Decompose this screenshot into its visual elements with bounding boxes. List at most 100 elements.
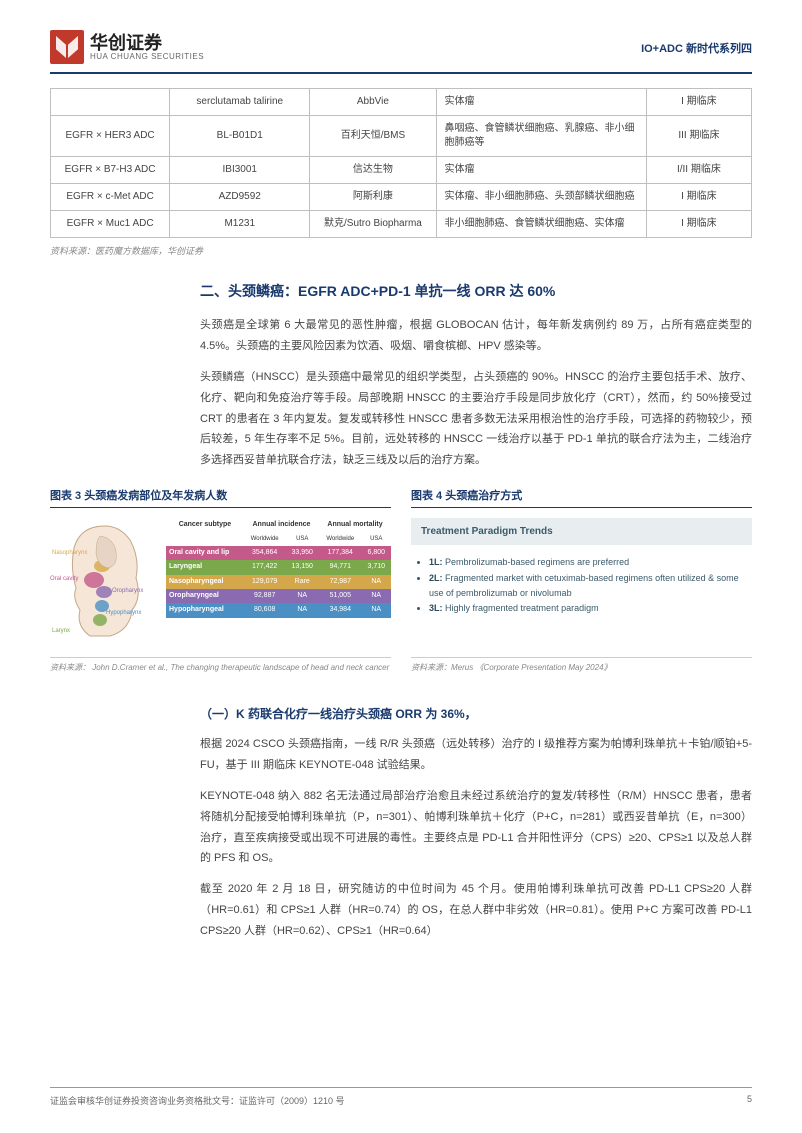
incidence-value: NA bbox=[362, 589, 392, 603]
subsection-1-title: （一）K 药联合化疗一线治疗头颈癌 ORR 为 36%， bbox=[200, 705, 752, 722]
logo-text-cn: 华创证券 bbox=[90, 34, 204, 52]
table-cell: 百利天恒/BMS bbox=[310, 116, 436, 157]
incidence-subheader: USA bbox=[285, 533, 319, 546]
incidence-label: Nasopharyngeal bbox=[166, 575, 244, 589]
incidence-table: Cancer subtypeAnnual incidenceAnnual mor… bbox=[166, 518, 391, 618]
table-cell: I 期临床 bbox=[646, 89, 751, 116]
table-cell: 默克/Sutro Biopharma bbox=[310, 211, 436, 238]
logo-block: 华创证券 HUA CHUANG SECURITIES bbox=[50, 30, 204, 64]
figure-3-source: 资料来源： John D.Cramer et al., The changing… bbox=[50, 657, 391, 675]
incidence-label: Oropharyngeal bbox=[166, 589, 244, 603]
treatment-line-desc: Highly fragmented treatment paradigm bbox=[445, 603, 599, 613]
logo-text-en: HUA CHUANG SECURITIES bbox=[90, 52, 204, 61]
incidence-value: 177,422 bbox=[244, 560, 286, 574]
table-cell: EGFR × Muc1 ADC bbox=[51, 211, 170, 238]
incidence-header: Cancer subtype bbox=[166, 518, 244, 532]
incidence-header: Annual incidence bbox=[244, 518, 319, 532]
treatment-line-desc: Fragmented market with cetuximab-based r… bbox=[429, 573, 739, 598]
incidence-value: 13,150 bbox=[285, 560, 319, 574]
table-row: serclutamab talirineAbbVie实体瘤I 期临床 bbox=[51, 89, 752, 116]
table-cell: IBI3001 bbox=[170, 157, 310, 184]
incidence-value: 94,771 bbox=[319, 560, 361, 574]
treatment-item: 2L: Fragmented market with cetuximab-bas… bbox=[429, 571, 752, 602]
figure-4-title: 图表 4 头颈癌治疗方式 bbox=[411, 487, 752, 508]
section-2-para-2: 头颈鳞癌（HNSCC）是头颈癌中最常见的组织学类型，占头颈癌的 90%。HNSC… bbox=[200, 367, 752, 471]
incidence-value: 34,984 bbox=[319, 603, 361, 617]
anatomy-label: Nasopharynx bbox=[52, 550, 87, 556]
subsection-1-para-3: 截至 2020 年 2 月 18 日，研究随访的中位时间为 45 个月。使用帕博… bbox=[200, 879, 752, 942]
incidence-header: Annual mortality bbox=[319, 518, 391, 532]
incidence-value: 3,710 bbox=[362, 560, 392, 574]
table-cell: AZD9592 bbox=[170, 184, 310, 211]
incidence-subheader: USA bbox=[362, 533, 392, 546]
incidence-value: NA bbox=[285, 603, 319, 617]
incidence-label: Laryngeal bbox=[166, 560, 244, 574]
head-anatomy-diagram: NasopharynxOral cavityLarynxOropharynxHy… bbox=[50, 518, 160, 648]
table-cell: 实体瘤 bbox=[436, 157, 646, 184]
incidence-value: 354,864 bbox=[244, 546, 286, 560]
table-cell bbox=[51, 89, 170, 116]
incidence-value: 80,608 bbox=[244, 603, 286, 617]
table-cell: III 期临床 bbox=[646, 116, 751, 157]
treatment-item: 1L: Pembrolizumab-based regimens are pre… bbox=[429, 555, 752, 570]
incidence-row: Laryngeal177,42213,15094,7713,710 bbox=[166, 560, 391, 574]
incidence-label: Oral cavity and lip bbox=[166, 546, 244, 560]
figure-3-title: 图表 3 头颈癌发病部位及年发病人数 bbox=[50, 487, 391, 508]
section-2-title: 二、头颈鳞癌：EGFR ADC+PD-1 单抗一线 ORR 达 60% bbox=[200, 281, 752, 301]
table-cell: 阿斯利康 bbox=[310, 184, 436, 211]
subsection-1-para-1: 根据 2024 CSCO 头颈癌指南，一线 R/R 头颈癌（远处转移）治疗的 I… bbox=[200, 734, 752, 776]
table-cell: 信达生物 bbox=[310, 157, 436, 184]
table-source: 资料来源：医药魔方数据库，华创证券 bbox=[50, 244, 752, 257]
incidence-row: Nasopharyngeal129,079Rare72,987NA bbox=[166, 575, 391, 589]
incidence-row: Oropharyngeal92,887NA51,005NA bbox=[166, 589, 391, 603]
incidence-value: Rare bbox=[285, 575, 319, 589]
anatomy-label: Oral cavity bbox=[50, 576, 78, 582]
table-cell: 非小细胞肺癌、食管鳞状细胞癌、实体瘤 bbox=[436, 211, 646, 238]
table-cell: M1231 bbox=[170, 211, 310, 238]
table-cell: EGFR × B7-H3 ADC bbox=[51, 157, 170, 184]
incidence-subheader: Worldwide bbox=[244, 533, 286, 546]
treatment-line-desc: Pembrolizumab-based regimens are preferr… bbox=[445, 557, 629, 567]
subsection-1-para-2: KEYNOTE-048 纳入 882 名无法通过局部治疗治愈且未经过系统治疗的复… bbox=[200, 786, 752, 870]
treatment-line-label: 3L: bbox=[429, 603, 445, 613]
table-cell: 实体瘤、非小细胞肺癌、头颈部鳞状细胞癌 bbox=[436, 184, 646, 211]
logo-icon bbox=[50, 30, 84, 64]
anatomy-label: Oropharynx bbox=[112, 588, 143, 594]
table-row: EGFR × HER3 ADCBL-B01D1百利天恒/BMS鼻咽癌、食管鳞状细… bbox=[51, 116, 752, 157]
table-row: EGFR × B7-H3 ADCIBI3001信达生物实体瘤I/II 期临床 bbox=[51, 157, 752, 184]
table-cell: EGFR × HER3 ADC bbox=[51, 116, 170, 157]
incidence-value: 51,005 bbox=[319, 589, 361, 603]
incidence-subheader bbox=[166, 533, 244, 546]
adc-pipeline-table: serclutamab talirineAbbVie实体瘤I 期临床EGFR ×… bbox=[50, 88, 752, 238]
treatment-item: 3L: Highly fragmented treatment paradigm bbox=[429, 601, 752, 616]
incidence-value: 129,079 bbox=[244, 575, 286, 589]
incidence-label: Hypopharyngeal bbox=[166, 603, 244, 617]
incidence-subheader: Worldwide bbox=[319, 533, 361, 546]
incidence-row: Hypopharyngeal80,608NA34,984NA bbox=[166, 603, 391, 617]
incidence-value: 72,987 bbox=[319, 575, 361, 589]
figure-4: 图表 4 头颈癌治疗方式 Treatment Paradigm Trends 1… bbox=[411, 487, 752, 675]
incidence-value: 33,950 bbox=[285, 546, 319, 560]
page-footer: 证监会审核华创证券投资咨询业务资格批文号：证监许可（2009）1210 号 5 bbox=[50, 1087, 752, 1107]
table-row: EGFR × Muc1 ADCM1231默克/Sutro Biopharma非小… bbox=[51, 211, 752, 238]
table-cell: AbbVie bbox=[310, 89, 436, 116]
footer-license: 证监会审核华创证券投资咨询业务资格批文号：证监许可（2009）1210 号 bbox=[50, 1094, 345, 1107]
incidence-value: 177,384 bbox=[319, 546, 361, 560]
page-header: 华创证券 HUA CHUANG SECURITIES IO+ADC 新时代系列四 bbox=[50, 30, 752, 74]
treatment-paradigm-header: Treatment Paradigm Trends bbox=[411, 518, 752, 545]
header-series-title: IO+ADC 新时代系列四 bbox=[641, 30, 752, 56]
anatomy-label: Larynx bbox=[52, 628, 70, 634]
table-cell: I/II 期临床 bbox=[646, 157, 751, 184]
incidence-value: NA bbox=[362, 603, 392, 617]
treatment-paradigm-list: 1L: Pembrolizumab-based regimens are pre… bbox=[411, 555, 752, 616]
treatment-line-label: 2L: bbox=[429, 573, 445, 583]
treatment-line-label: 1L: bbox=[429, 557, 445, 567]
figure-3: 图表 3 头颈癌发病部位及年发病人数 Nasopharynx Oral cavit… bbox=[50, 487, 391, 675]
table-cell: I 期临床 bbox=[646, 184, 751, 211]
table-cell: serclutamab talirine bbox=[170, 89, 310, 116]
table-cell: EGFR × c-Met ADC bbox=[51, 184, 170, 211]
figure-row: 图表 3 头颈癌发病部位及年发病人数 Nasopharynx Oral cavit… bbox=[50, 487, 752, 675]
table-cell: BL-B01D1 bbox=[170, 116, 310, 157]
page-number: 5 bbox=[747, 1094, 752, 1107]
table-cell: 实体瘤 bbox=[436, 89, 646, 116]
